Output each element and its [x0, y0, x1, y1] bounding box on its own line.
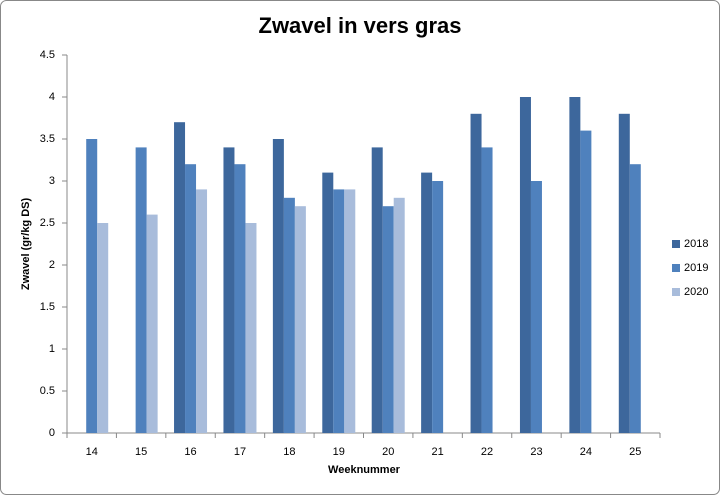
chart-title: Zwavel in vers gras	[259, 13, 462, 38]
bar	[174, 122, 186, 433]
bar	[393, 197, 405, 433]
bar	[519, 97, 531, 433]
bar	[86, 139, 98, 433]
y-tick-label: 0	[49, 427, 55, 439]
legend-label: 2018	[684, 238, 708, 250]
x-axis-label: Weeknummer	[328, 464, 401, 476]
x-tick-label: 21	[432, 446, 444, 458]
x-tick-label: 14	[86, 446, 98, 458]
bar	[421, 172, 433, 433]
bar	[344, 189, 356, 433]
bar	[569, 97, 581, 433]
y-tick-label: 1	[49, 343, 55, 355]
x-tick-label: 25	[629, 446, 641, 458]
bar	[185, 164, 197, 433]
y-tick-label: 1.5	[40, 301, 55, 313]
legend-label: 2019	[684, 262, 708, 274]
bar	[97, 223, 109, 433]
x-tick-label: 15	[135, 446, 147, 458]
bar	[481, 147, 493, 433]
legend-swatch	[672, 264, 680, 272]
bar	[470, 113, 482, 434]
y-tick-label: 2	[49, 259, 55, 271]
y-tick-label: 4	[49, 91, 55, 103]
legend-swatch	[672, 240, 680, 248]
y-axis-label: Zwavel (gr/kg DS)	[20, 198, 32, 291]
bar	[146, 214, 158, 433]
y-tick-label: 3	[49, 175, 55, 187]
bar	[333, 189, 345, 433]
x-tick-label: 24	[580, 446, 592, 458]
bar	[530, 181, 542, 433]
y-tick-label: 0.5	[40, 385, 55, 397]
bar	[272, 139, 284, 433]
y-tick-label: 4.5	[40, 49, 55, 61]
bar	[135, 147, 147, 433]
x-tick-label: 18	[283, 446, 295, 458]
x-tick-label: 22	[481, 446, 493, 458]
bar	[196, 189, 208, 433]
bar	[629, 164, 641, 433]
bar	[223, 147, 235, 433]
bar	[283, 197, 295, 433]
x-tick-label: 20	[382, 446, 394, 458]
bar	[618, 113, 630, 434]
bar	[382, 206, 394, 433]
bar	[234, 164, 246, 433]
y-tick-label: 3.5	[40, 133, 55, 145]
bar	[322, 172, 334, 433]
bar	[580, 130, 592, 433]
x-tick-label: 19	[333, 446, 345, 458]
bar	[245, 223, 257, 433]
x-tick-label: 23	[530, 446, 542, 458]
y-tick-label: 2.5	[40, 217, 55, 229]
bar	[371, 147, 383, 433]
legend-label: 2020	[684, 286, 708, 298]
legend-swatch	[672, 288, 680, 296]
x-tick-label: 17	[234, 446, 246, 458]
bar	[294, 206, 306, 433]
x-tick-label: 16	[184, 446, 196, 458]
bar	[432, 181, 444, 433]
